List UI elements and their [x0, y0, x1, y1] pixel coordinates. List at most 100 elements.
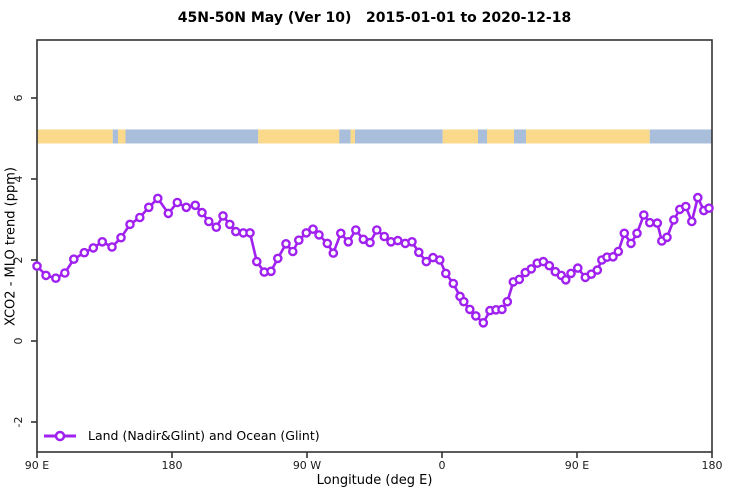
legend-line-marker-icon [44, 430, 76, 441]
legend: Land (Nadir&Glint) and Ocean (Glint) [42, 428, 320, 443]
data-point [592, 265, 603, 275]
data-point [608, 251, 618, 262]
x-tick-label: 180 [702, 459, 723, 472]
data-point [60, 268, 70, 278]
data-point [413, 247, 424, 258]
data-point [407, 236, 417, 247]
data-point [181, 202, 192, 213]
ocean-band-segment [649, 129, 712, 144]
land-band-segment [258, 129, 355, 144]
y-tick-label: 6 [12, 95, 25, 102]
ocean-band-segment [355, 129, 443, 144]
data-point [272, 253, 283, 264]
data-point [343, 236, 354, 247]
legend-label: Land (Nadir&Glint) and Ocean (Glint) [88, 428, 320, 443]
data-point [224, 219, 235, 230]
data-point [314, 230, 324, 240]
data-point [69, 254, 79, 265]
data-point [632, 228, 642, 239]
data-point [652, 218, 663, 228]
data-point [440, 268, 451, 279]
y-tick-label: 0 [12, 338, 25, 345]
data-point [308, 224, 318, 234]
data-point [470, 311, 481, 321]
land-band-segment [37, 129, 113, 144]
data-point [573, 263, 583, 273]
plot-box [36, 39, 713, 453]
ocean-band-segment [478, 129, 487, 144]
data-point [687, 216, 697, 227]
data-point [350, 225, 361, 235]
data-point [152, 193, 163, 204]
ocean-band-segment [514, 129, 526, 144]
data-point [230, 226, 241, 237]
data-point [478, 317, 489, 328]
data-point [203, 216, 214, 227]
data-point [116, 232, 126, 243]
data-point [566, 268, 576, 279]
data-point [281, 238, 291, 249]
x-tick-label: 0 [439, 459, 446, 472]
data-point [448, 278, 459, 289]
data-point [365, 237, 375, 248]
data-point [322, 238, 333, 249]
data-point [561, 274, 571, 285]
data-point [497, 304, 507, 315]
y-tick-label: 2 [12, 257, 25, 264]
data-point [669, 215, 679, 225]
data-point [392, 235, 403, 246]
data-point [197, 207, 207, 218]
data-point [681, 201, 691, 212]
data-point [251, 256, 262, 267]
data-point [32, 261, 42, 271]
data-point [211, 222, 222, 232]
data-point [51, 273, 61, 284]
data-point [544, 260, 555, 271]
data-point [464, 304, 475, 315]
x-tick-label: 90 W [293, 459, 321, 472]
data-point [190, 200, 201, 211]
data-point [704, 203, 714, 213]
x-tick-label: 180 [162, 459, 183, 472]
data-point [434, 255, 445, 265]
data-point [626, 238, 636, 249]
x-tick-label: 90 E [565, 459, 589, 472]
data-point [328, 248, 339, 258]
data-point [371, 225, 382, 235]
data-point [526, 264, 537, 274]
data-point [613, 246, 624, 257]
data-point [458, 296, 469, 307]
data-point [218, 211, 228, 221]
land-band-segment [118, 129, 126, 144]
data-point [134, 212, 145, 223]
x-axis-title: Longitude (deg E) [316, 473, 433, 488]
data-point [645, 217, 655, 228]
data-point [639, 210, 649, 220]
y-tick-label: -2 [12, 417, 25, 428]
data-point [143, 202, 154, 213]
data-point [287, 246, 298, 257]
data-point [88, 243, 99, 253]
data-point [79, 247, 90, 258]
data-point [619, 228, 630, 239]
y-tick-label: 4 [12, 176, 25, 183]
data-point [379, 231, 390, 242]
data-point [97, 236, 108, 247]
data-point [107, 242, 117, 252]
ocean-band-segment [112, 129, 259, 144]
land-band-segment [442, 129, 650, 144]
data-point [125, 219, 135, 230]
data-point [514, 274, 525, 285]
data-point [502, 296, 513, 307]
data-point [163, 208, 174, 219]
data-point [335, 228, 346, 239]
data-point [266, 266, 276, 277]
data-point [293, 235, 304, 245]
x-tick-label: 90 E [25, 459, 49, 472]
data-point [301, 228, 312, 238]
data-point [41, 270, 51, 281]
data-point [693, 192, 703, 203]
ocean-band-segment [339, 129, 351, 144]
